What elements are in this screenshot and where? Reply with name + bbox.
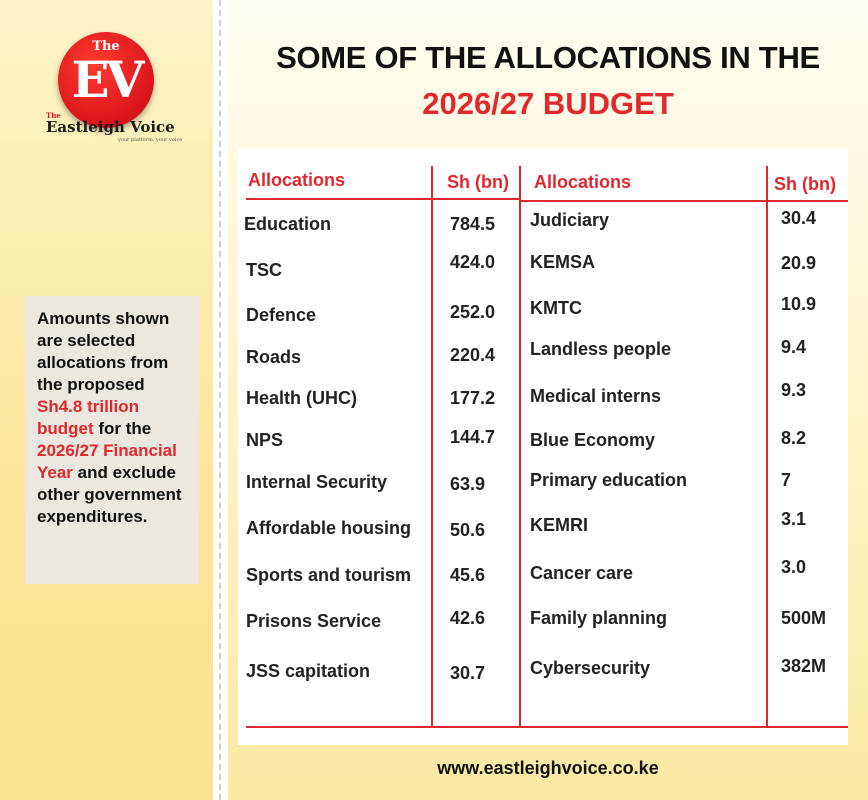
brand-name: Eastleigh Voice: [46, 118, 175, 136]
right-row-2-amount: 20.9: [781, 253, 817, 273]
left-row-3-amount: 252.0: [450, 302, 496, 322]
header-underline-left: [246, 198, 521, 200]
right-row-5-amount: 9.3: [781, 380, 807, 400]
right-row-6-name: Blue Economy: [530, 430, 656, 450]
brand-name-block: The Eastleigh Voice: [46, 111, 176, 136]
left-row-1-name: Education: [244, 214, 332, 234]
right-row-11-name: Cybersecurity: [530, 658, 651, 678]
note-text-middle: for the: [93, 419, 152, 438]
header-right-allocations: Allocations: [534, 172, 632, 192]
right-row-1-amount: 30.4: [781, 208, 817, 228]
left-row-11-name: JSS capitation: [246, 661, 371, 681]
header-left-amount: Sh (bn): [447, 172, 509, 192]
sidebar-panel: The EV The Eastleigh Voice your platform…: [0, 0, 213, 800]
left-row-2-name: TSC: [246, 260, 282, 280]
left-row-9-amount: 45.6: [450, 565, 486, 585]
left-row-1-amount: 784.5: [450, 214, 496, 234]
left-row-4-amount: 220.4: [450, 345, 496, 365]
brand-small-the: The: [46, 111, 61, 120]
right-row-7-amount: 7: [781, 470, 792, 490]
column-divider-1: [431, 166, 433, 726]
logo-letters: EV: [71, 50, 145, 109]
left-row-5-name: Health (UHC): [246, 388, 357, 408]
logo-circle: [58, 32, 154, 128]
logo-the: The: [92, 39, 120, 54]
left-row-5-amount: 177.2: [450, 388, 496, 408]
header-right-amount: Sh (bn): [774, 174, 836, 194]
column-divider-3: [766, 166, 768, 726]
left-row-8-name: Affordable housing: [246, 518, 411, 538]
right-row-7-name: Primary education: [530, 470, 688, 490]
left-row-8-amount: 50.6: [450, 520, 486, 540]
right-row-10-name: Family planning: [530, 608, 668, 628]
budget-note-box: Amounts shown are selected allocations f…: [25, 296, 199, 584]
table-bottom-line: [246, 726, 848, 728]
left-row-10-name: Prisons Service: [246, 611, 382, 631]
right-row-3-amount: 10.9: [781, 294, 817, 314]
right-row-11-amount: 382M: [781, 656, 827, 676]
note-highlight-amount: Sh4.8 trillion budget: [37, 397, 140, 438]
right-row-9-amount: 3.0: [781, 557, 807, 577]
right-row-10-amount: 500M: [781, 608, 827, 628]
dashed-divider: [219, 0, 221, 800]
left-row-7-amount: 63.9: [450, 474, 486, 494]
right-row-8-name: KEMRI: [530, 515, 588, 535]
right-row-4-amount: 9.4: [781, 337, 807, 357]
page-title-line1: SOME OF THE ALLOCATIONS IN THE: [276, 40, 820, 75]
left-row-6-name: NPS: [246, 430, 284, 450]
right-row-8-amount: 3.1: [781, 509, 807, 529]
left-row-6-amount: 144.7: [450, 427, 496, 447]
right-row-5-name: Medical interns: [530, 386, 662, 406]
website-url: www.eastleighvoice.co.ke: [437, 758, 659, 778]
note-text-before: Amounts shown are selected allocations f…: [37, 309, 170, 394]
right-row-2-name: KEMSA: [530, 252, 596, 272]
column-divider-2: [519, 166, 521, 726]
brand-tagline: your platform, your voice: [118, 137, 183, 143]
left-row-11-amount: 30.7: [450, 663, 486, 683]
right-row-3-name: KMTC: [530, 298, 582, 318]
right-row-4-name: Landless people: [530, 339, 672, 359]
right-row-9-name: Cancer care: [530, 563, 634, 583]
right-row-6-amount: 8.2: [781, 428, 807, 448]
left-row-3-name: Defence: [246, 305, 317, 325]
eastleigh-voice-logo: The EV: [58, 32, 154, 128]
allocations-table: Allocations Sh (bn) Allocations Sh (bn) …: [238, 148, 848, 745]
header-underline-right: [521, 200, 848, 202]
right-row-1-name: Judiciary: [530, 210, 610, 230]
left-row-9-name: Sports and tourism: [246, 565, 412, 585]
left-row-7-name: Internal Security: [246, 472, 388, 492]
left-row-4-name: Roads: [246, 347, 302, 367]
page-title-line2: 2026/27 BUDGET: [422, 86, 674, 121]
left-row-2-amount: 424.0: [450, 252, 496, 272]
left-row-10-amount: 42.6: [450, 608, 486, 628]
header-left-allocations: Allocations: [248, 170, 346, 190]
note-highlight-year: 2026/27 Financial Year: [37, 441, 177, 482]
note-text-after: and exclude other government expenditure…: [37, 463, 182, 526]
